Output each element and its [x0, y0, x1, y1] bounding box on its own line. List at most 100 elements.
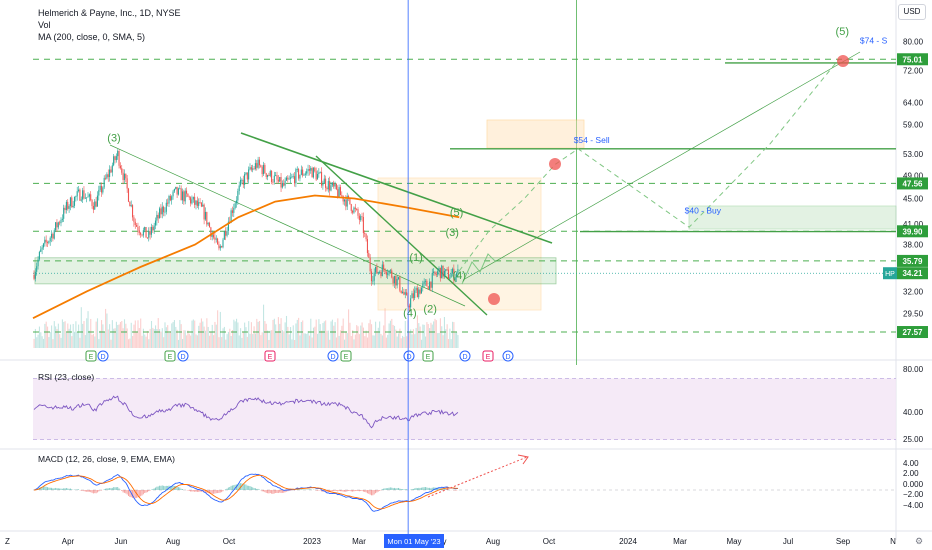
candle-body	[442, 265, 444, 277]
macd-histogram-bar	[103, 489, 105, 490]
candle-body	[285, 177, 287, 181]
volume-bar	[321, 330, 323, 348]
volume-bar	[268, 339, 270, 348]
candle-body	[249, 167, 251, 170]
time-axis-tick: Mar	[352, 537, 366, 546]
earnings-dividend-marker	[340, 350, 352, 362]
macd-histogram-bar	[330, 490, 332, 492]
volume-bar	[406, 336, 408, 348]
macd-histogram-bar	[406, 489, 408, 490]
volume-bar	[90, 318, 92, 348]
candle-body	[433, 271, 435, 273]
volume-bar	[379, 321, 381, 348]
earnings-dividend-marker	[422, 350, 434, 362]
candle-body	[362, 216, 364, 234]
volume-bar	[408, 332, 410, 348]
volume-bar	[442, 335, 444, 348]
macd-projection-arrow	[427, 456, 528, 498]
macd-histogram-bar	[404, 489, 406, 490]
macd-histogram-bar	[411, 489, 413, 490]
macd-histogram-bar	[125, 490, 127, 494]
candle-body	[234, 203, 236, 209]
volume-bar	[250, 322, 252, 348]
volume-bar	[68, 328, 70, 348]
candle-body	[198, 202, 200, 206]
volume-bar	[457, 335, 459, 348]
candle-body	[434, 271, 436, 275]
macd-histogram-bar	[169, 485, 171, 490]
volume-bar	[319, 324, 321, 348]
candle-body	[262, 164, 265, 175]
volume-bar	[279, 323, 281, 348]
candle-body	[233, 208, 235, 213]
volume-bar	[140, 318, 142, 348]
candle-body	[327, 181, 329, 190]
macd-histogram-bar	[371, 490, 372, 496]
macd-histogram-bar	[254, 488, 256, 490]
candle-body	[360, 216, 362, 220]
candle-body	[300, 169, 302, 175]
macd-histogram-bar	[395, 488, 397, 490]
macd-histogram-bar	[392, 488, 394, 490]
candle-body	[376, 266, 378, 274]
marker-frame	[422, 350, 434, 362]
candle-body	[419, 289, 421, 294]
macd-histogram-bar	[133, 490, 135, 499]
macd-histogram-bar	[318, 490, 320, 491]
earnings-dividend-marker	[97, 350, 109, 362]
price-badge	[897, 254, 928, 267]
currency-button[interactable]: USD	[898, 4, 926, 20]
candle-body	[267, 175, 269, 177]
volume-bar	[107, 329, 109, 348]
candle-body	[75, 196, 77, 198]
candle-body	[204, 211, 206, 220]
candle-body	[48, 241, 50, 243]
volume-bar	[403, 336, 405, 348]
candle-body	[211, 234, 213, 237]
ma200-line	[32, 194, 460, 320]
macd-histogram-bar	[342, 490, 344, 492]
macd-histogram-bar	[110, 488, 112, 490]
candle-body	[346, 195, 348, 207]
volume-bar	[276, 331, 278, 348]
macd-histogram-bar	[115, 487, 117, 490]
macd-histogram-bar	[287, 490, 289, 492]
volume-bar	[450, 339, 452, 348]
candle-body	[453, 268, 455, 281]
macd-histogram-bar	[445, 488, 447, 490]
candle-body	[88, 194, 90, 197]
price-badge	[897, 53, 928, 66]
marker-frame	[164, 350, 176, 362]
candle-body	[358, 215, 360, 220]
candle-body	[273, 175, 275, 183]
macd-histogram-bar	[288, 490, 290, 491]
macd-histogram-bar	[300, 489, 302, 490]
candle-body	[142, 230, 144, 236]
volume-bar	[60, 337, 62, 348]
macd-histogram-bar	[344, 490, 345, 492]
candle-body	[258, 159, 260, 166]
wave-sketch-path	[461, 253, 497, 285]
candle-body	[322, 183, 324, 186]
volume-bar	[87, 311, 89, 348]
volume-bar	[164, 322, 166, 348]
macd-histogram-bar	[105, 488, 107, 490]
macd-histogram-bar	[419, 487, 421, 490]
volume-bar	[207, 326, 209, 348]
candle-body	[103, 177, 105, 188]
macd-histogram-bar	[145, 490, 147, 493]
candle-body	[145, 227, 147, 238]
earnings-dividend-marker	[482, 350, 494, 362]
volume-bar	[258, 320, 261, 348]
volume-bar	[264, 321, 266, 348]
wave-label: (4)	[452, 270, 465, 282]
volume-bar	[292, 325, 294, 348]
volume-bar	[357, 326, 359, 348]
price-axis-tick: 32.00	[903, 287, 924, 296]
macd-histogram-bar	[338, 490, 340, 491]
macd-histogram-bar	[200, 490, 202, 492]
macd-histogram-bar	[234, 484, 236, 490]
candle-body	[276, 175, 278, 180]
candle-body	[261, 166, 263, 175]
